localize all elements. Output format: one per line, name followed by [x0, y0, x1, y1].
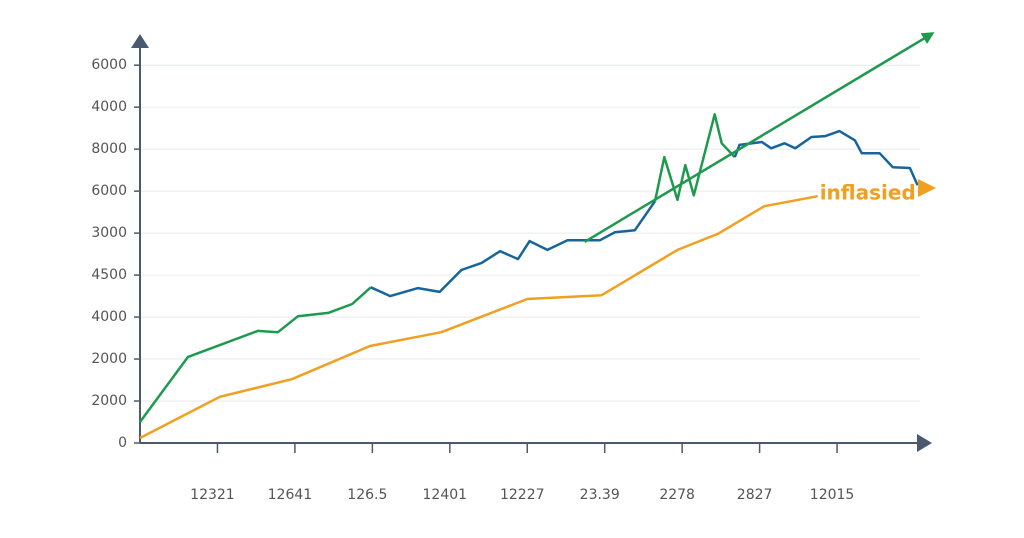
x-tick-label: 12641 [268, 487, 313, 503]
y-tick-label: 3000 [91, 225, 127, 241]
y-tick-label: 6000 [91, 57, 127, 73]
y-tick-label: 4500 [91, 267, 127, 283]
series-line [583, 32, 935, 243]
x-tick-label: 126.5 [347, 487, 387, 503]
y-tick-label: 8000 [91, 141, 127, 157]
series-line [733, 129, 919, 186]
y-tick-label: 6000 [91, 183, 127, 199]
y-axis-arrow [131, 34, 149, 48]
x-tick-label: 12015 [810, 487, 855, 503]
y-tick-label: 2000 [91, 393, 127, 409]
x-tick-label: 12401 [423, 487, 468, 503]
y-tick-label: 4000 [91, 309, 127, 325]
x-axis-arrow [917, 434, 932, 452]
plot [138, 32, 935, 440]
y-tick-label: 2000 [91, 351, 127, 367]
series-line [370, 200, 657, 298]
x-tick-label: 12321 [190, 487, 235, 503]
x-tick-label: 12227 [500, 487, 545, 503]
y-tick-label: 4000 [91, 99, 127, 115]
series-label: inflasied [820, 181, 916, 205]
label-arrow [918, 179, 936, 197]
y-tick-label: 0 [118, 435, 127, 451]
grid [134, 64, 920, 444]
x-tick-label: 2278 [659, 487, 695, 503]
series-line [138, 286, 372, 423]
series-line [139, 194, 818, 440]
x-tick-label: 2827 [737, 487, 773, 503]
x-tick-label: 23.39 [580, 487, 620, 503]
